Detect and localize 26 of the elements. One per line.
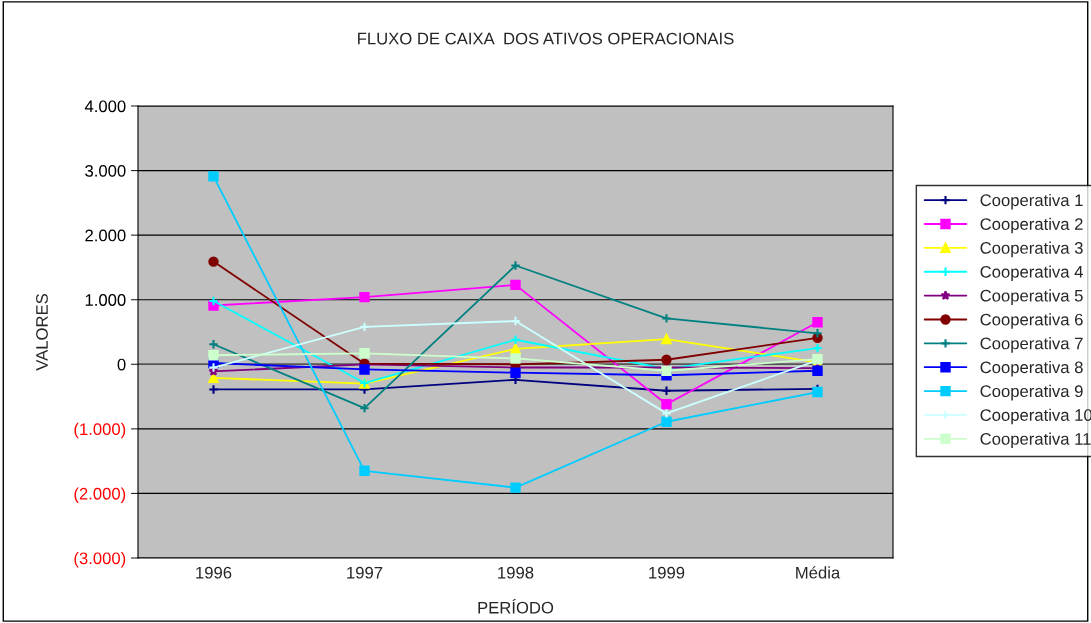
legend-label: Cooperativa 6 [980, 313, 1083, 329]
y-tick-label: 0 [117, 358, 126, 371]
legend-label: Cooperativa 8 [980, 360, 1083, 377]
legend-label: Cooperativa 3 [980, 241, 1083, 258]
y-tick-label: 1.000 [85, 294, 126, 306]
x-tick-label: 1997 [347, 566, 383, 579]
y-tick-label: 4.000 [84, 100, 126, 113]
legend-label: Cooperativa 11 [980, 432, 1091, 449]
x-axis-title: PERÍODO [478, 598, 554, 614]
x-tick-label: 1996 [196, 566, 232, 579]
chart-title: FLUXO DE CAIXA DOS ATIVOS OPERACIONAIS [358, 32, 734, 45]
y-tick-label: (1.000) [74, 422, 126, 439]
y-tick-label: (2.000) [74, 487, 126, 503]
legend-label: Cooperativa 1 [980, 193, 1083, 210]
x-tick-label: 1999 [649, 566, 685, 579]
legend-label: Cooperativa 4 [980, 265, 1083, 282]
legend-label: Cooperativa 7 [980, 337, 1083, 353]
y-tick-label: (3.000) [74, 551, 126, 568]
y-tick-label: 2.000 [85, 229, 126, 242]
legend-label: Cooperativa 2 [980, 217, 1083, 234]
y-tick-label: 3.000 [85, 164, 126, 177]
x-tick-label: Média [796, 566, 841, 579]
legend-label: Cooperativa 9 [980, 384, 1083, 401]
y-axis-title: VALORES [36, 294, 48, 371]
legend-label: Cooperativa 5 [980, 289, 1083, 305]
x-tick-label: 1998 [498, 566, 534, 579]
